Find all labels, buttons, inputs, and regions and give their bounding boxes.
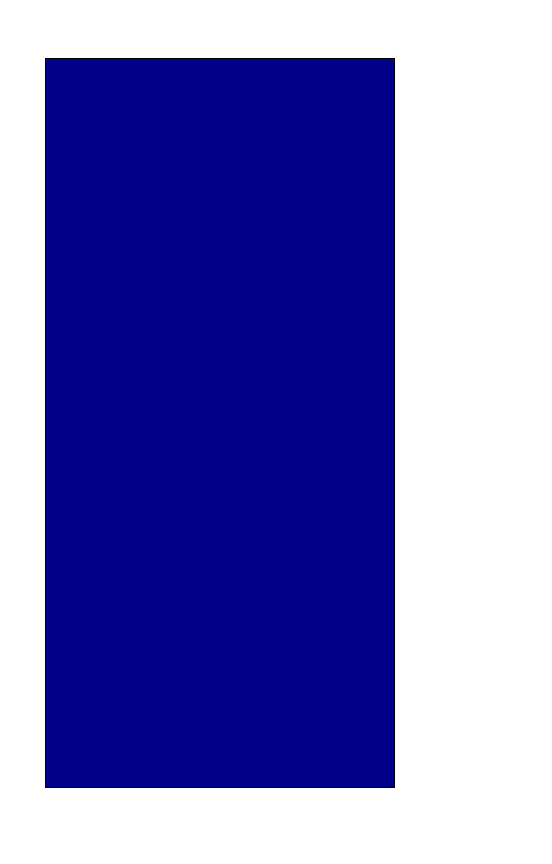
- seismogram: [480, 58, 532, 788]
- header: [0, 0, 552, 40]
- spectrogram: [45, 58, 395, 788]
- spectrogram-canvas: [45, 58, 395, 788]
